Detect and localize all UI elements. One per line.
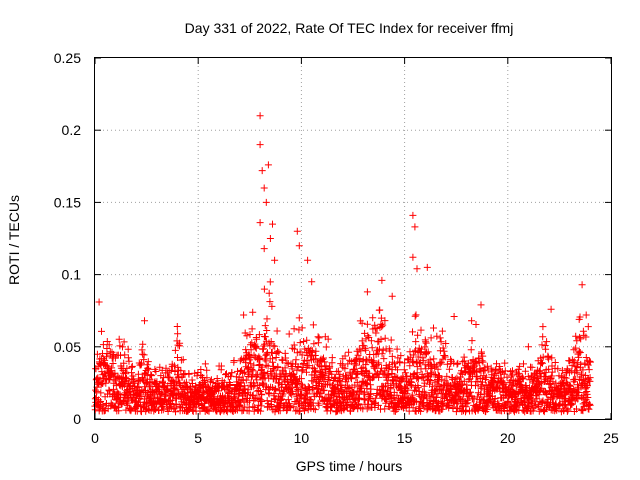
y-tick-label: 0.25 [54, 50, 81, 66]
x-tick-label: 0 [91, 430, 99, 446]
grid-lines [95, 58, 611, 419]
x-tick-label: 25 [603, 430, 619, 446]
y-tick-label: 0.2 [62, 122, 82, 138]
y-tick-label: 0.1 [62, 267, 82, 283]
x-tick-label: 5 [194, 430, 202, 446]
scatter-markers [91, 112, 594, 416]
y-axis-label: ROTI / TECUs [6, 195, 22, 285]
x-tick-label: 10 [294, 430, 310, 446]
data-points [91, 112, 594, 416]
y-tick-label: 0.05 [54, 339, 81, 355]
x-axis-label: GPS time / hours [296, 458, 403, 474]
tick-marks [94, 57, 612, 420]
plot-frame [94, 57, 612, 420]
y-tick-labels: 0 0.05 0.1 0.15 0.2 0.25 [54, 50, 81, 427]
y-tick-label: 0.15 [54, 194, 81, 210]
y-tick-label: 0 [73, 411, 81, 427]
chart-title: Day 331 of 2022, Rate Of TEC Index for r… [185, 20, 514, 36]
x-tick-label: 20 [500, 430, 516, 446]
x-tick-label: 15 [397, 430, 413, 446]
x-tick-labels: 0 5 10 15 20 25 [91, 430, 619, 446]
